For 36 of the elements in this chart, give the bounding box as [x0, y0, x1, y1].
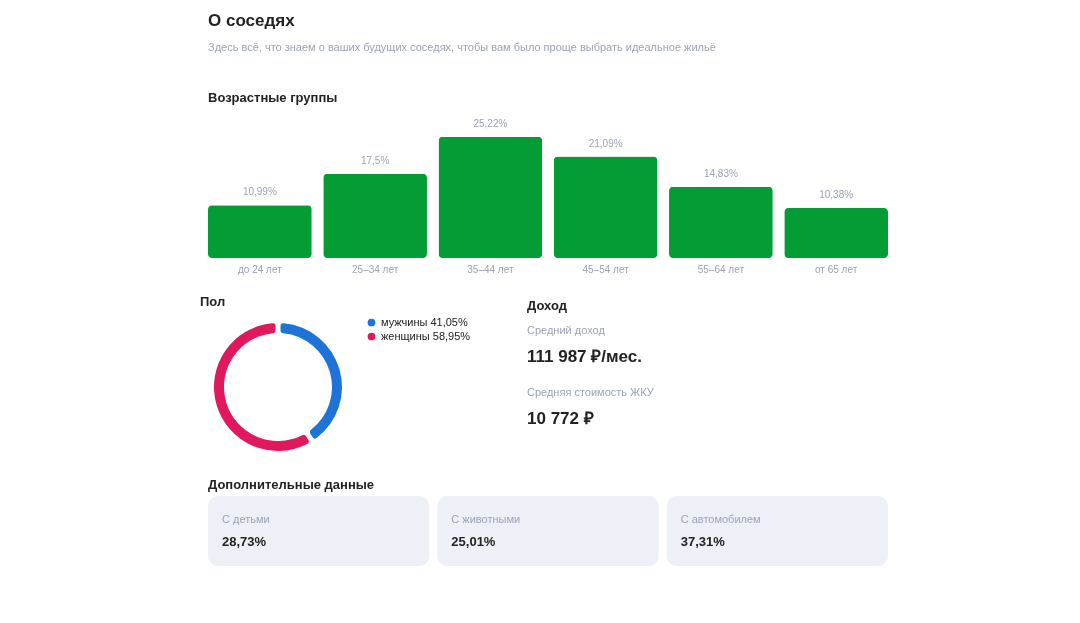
- bar: [323, 173, 427, 258]
- legend-label: мужчины 41,05%: [381, 315, 468, 328]
- text: Здесь всё, что знаем о ваших будущих соседях, чтобы вам было проще выбрать идеальное жильё: [208, 41, 716, 53]
- text: Средняя стоимость ЖКУ: [527, 386, 655, 398]
- legend-label: женщины 58,95%: [381, 329, 471, 342]
- x-tick-label: 35–44 лет: [467, 263, 514, 275]
- text: 111 987 ₽/мес.: [527, 347, 643, 366]
- bar: [208, 205, 312, 258]
- data-label: 25,22%: [473, 117, 508, 129]
- text: Дополнительные данные: [208, 477, 375, 492]
- x-tick-label: до 24 лет: [238, 263, 283, 275]
- text: Доход: [527, 298, 568, 313]
- data-label: 14,83%: [703, 167, 738, 179]
- bar: [553, 156, 658, 258]
- text: О соседях: [208, 11, 296, 30]
- bar: [438, 136, 543, 258]
- x-tick-label: 55–64 лет: [697, 263, 745, 275]
- x-tick-label: 25–34 лет: [352, 263, 399, 275]
- text: С животными: [451, 513, 521, 525]
- bar: [669, 186, 773, 258]
- data-label: 21,09%: [588, 137, 623, 149]
- text: Средний доход: [527, 324, 606, 336]
- text: 10 772 ₽: [527, 409, 594, 428]
- text: 25,01%: [451, 534, 496, 549]
- data-label: 17,5%: [360, 154, 390, 166]
- x-tick-label: от 65 лет: [815, 263, 858, 275]
- bar: [784, 208, 888, 258]
- chart-title: Пол: [200, 294, 226, 309]
- x-tick-label: 45–54 лет: [582, 263, 630, 275]
- text: 28,73%: [222, 534, 267, 549]
- text: С детьми: [222, 513, 270, 525]
- chart-title: Возрастные группы: [208, 89, 338, 105]
- data-label: 10,38%: [819, 189, 854, 201]
- text: 37,31%: [680, 534, 726, 549]
- text: С автомобилем: [680, 513, 761, 525]
- data-label: 10,99%: [242, 186, 277, 198]
